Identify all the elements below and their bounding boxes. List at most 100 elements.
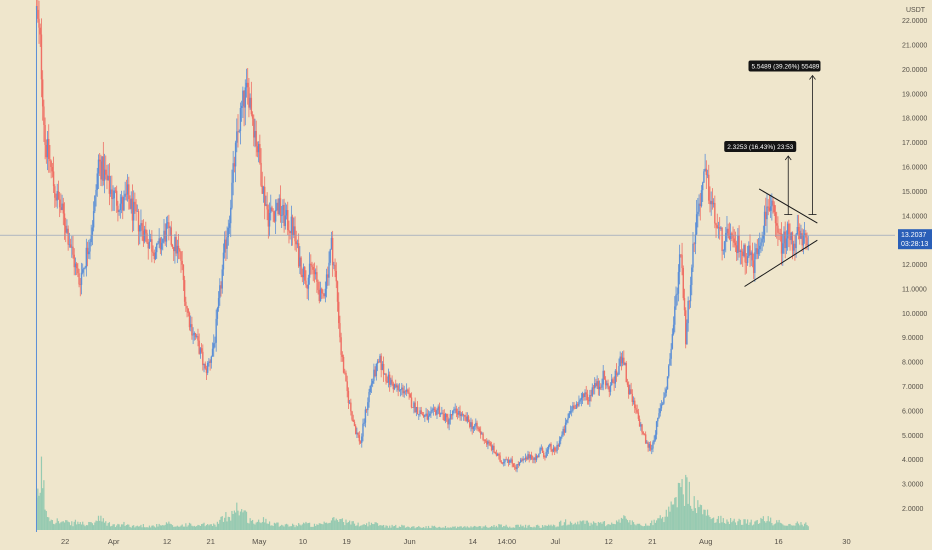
candle-body: [765, 211, 767, 220]
volume-bar: [224, 517, 226, 530]
candle-body: [115, 190, 118, 206]
volume-bar: [469, 527, 471, 530]
candle-body: [46, 138, 49, 158]
volume-bar: [127, 524, 129, 530]
candle-body: [421, 414, 424, 415]
y-tick-label: 7.0000: [902, 384, 924, 391]
volume-bar: [425, 526, 427, 530]
volume-bar: [488, 527, 490, 530]
candle-body: [773, 204, 775, 213]
volume-bar: [594, 522, 596, 530]
volume-bar: [756, 519, 758, 530]
candle-body: [45, 144, 48, 158]
candle-body: [197, 336, 199, 341]
volume-bar: [504, 526, 506, 530]
volume-bar: [163, 525, 165, 530]
volume-bar: [146, 527, 148, 530]
candle-body: [206, 362, 209, 373]
candle-body: [772, 200, 774, 205]
volume-bar: [458, 527, 460, 530]
candle-body: [327, 274, 329, 278]
volume-bar: [511, 527, 513, 530]
candle-body: [585, 392, 587, 395]
volume-bar: [457, 526, 459, 530]
candle-body: [98, 159, 101, 162]
volume-bar: [762, 516, 764, 530]
candle-body: [553, 447, 556, 451]
volume-bar: [751, 525, 754, 530]
volume-bar: [74, 519, 77, 530]
candle-body: [524, 457, 527, 460]
candle-body: [168, 222, 170, 229]
candle-body: [682, 267, 684, 299]
candle-body: [217, 298, 220, 309]
candle-body: [106, 174, 108, 181]
candle-body: [396, 385, 398, 388]
volume-bar: [68, 522, 70, 530]
volume-bar: [464, 526, 466, 530]
candle-body: [712, 202, 715, 205]
candle-body: [492, 445, 494, 451]
candle-body: [794, 243, 796, 249]
volume-bar: [753, 524, 755, 530]
candle-body: [278, 198, 280, 215]
volume-bar: [345, 519, 347, 530]
volume-bar: [668, 506, 670, 530]
candle-body: [186, 305, 188, 309]
candle-body: [145, 229, 147, 234]
candle-body: [740, 250, 743, 252]
candle-body: [250, 97, 253, 115]
candle-body: [735, 245, 738, 253]
candle-body: [210, 356, 213, 363]
volume-bar: [447, 527, 449, 530]
volume-bar: [294, 527, 296, 530]
candle-body: [539, 448, 541, 454]
volume-bar: [335, 518, 337, 530]
candle-body: [66, 228, 68, 233]
volume-bar: [622, 518, 624, 530]
volume-bar: [253, 523, 255, 530]
candle-body: [715, 223, 717, 226]
candle-body: [448, 419, 450, 425]
volume-bar: [110, 526, 112, 530]
y-tick-label: 5.0000: [902, 433, 924, 440]
x-tick-label: 12: [163, 537, 171, 546]
candle-body: [431, 409, 433, 412]
volume-bar: [231, 510, 233, 530]
volume-bar: [636, 523, 638, 530]
candle-body: [596, 381, 598, 386]
volume-bar: [306, 523, 308, 530]
volume-bar: [646, 525, 648, 530]
candle-body: [669, 358, 671, 366]
volume-bar: [557, 526, 559, 530]
volume-bar: [383, 524, 385, 530]
candle-body: [732, 235, 734, 239]
volume-bars: [36, 456, 809, 530]
volume-bar: [720, 515, 722, 530]
volume-bar: [165, 522, 168, 530]
candle-body: [788, 223, 790, 234]
candle-body: [511, 459, 513, 464]
projection-arrow-icon: [784, 155, 792, 161]
volume-bar: [546, 525, 548, 530]
volume-bar: [795, 523, 797, 530]
volume-bar: [691, 508, 693, 530]
volume-bar: [174, 526, 176, 530]
volume-bar: [177, 526, 180, 530]
volume-bar: [322, 524, 324, 530]
candle-body: [312, 266, 314, 270]
volume-bar: [543, 526, 545, 530]
volume-bar: [221, 516, 223, 530]
candle-body: [374, 369, 376, 377]
volume-bar: [572, 524, 574, 530]
candle-body: [412, 407, 414, 409]
volume-bar: [130, 527, 132, 530]
candle-body: [146, 233, 148, 243]
candle-body: [401, 387, 403, 390]
volume-bar: [295, 525, 297, 530]
candle-body: [125, 193, 128, 195]
candle-body: [322, 293, 324, 294]
volume-bar: [73, 521, 75, 530]
volume-bar: [595, 523, 597, 530]
